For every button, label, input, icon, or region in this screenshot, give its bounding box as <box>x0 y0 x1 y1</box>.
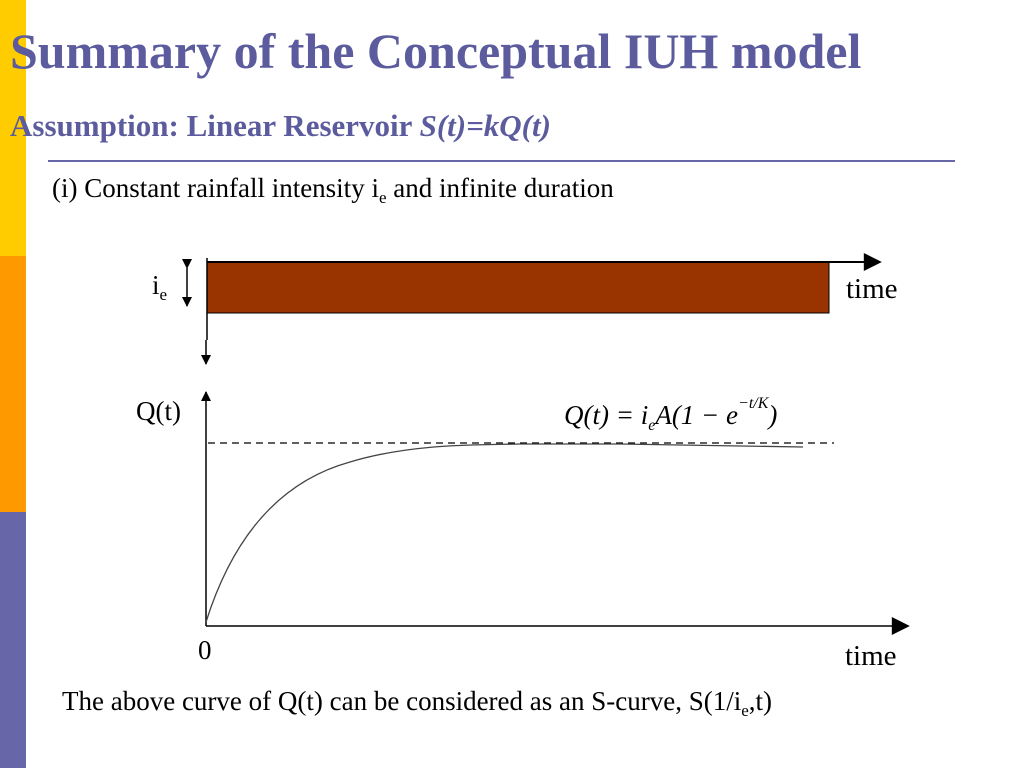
equation: Q(t) = ieA(1 − e−t/K) <box>564 395 777 434</box>
title-divider <box>48 160 955 162</box>
s-curve <box>205 443 804 623</box>
intensity-label: ie <box>152 270 167 304</box>
origin-label: 0 <box>198 635 212 665</box>
subtitle-text: Assumption: Linear Reservoir <box>10 108 420 143</box>
slide-subtitle: Assumption: Linear Reservoir S(t)=kQ(t) <box>10 108 551 144</box>
slide-title: Summary of the Conceptual IUH model <box>10 23 862 79</box>
subtitle-formula: S(t)=kQ(t) <box>419 108 551 143</box>
case-label: (i) Constant rainfall intensity ie and i… <box>52 173 614 207</box>
accent-bar-purple <box>0 512 26 768</box>
rainfall-block <box>206 261 830 314</box>
figure-caption: The above curve of Q(t) can be considere… <box>62 686 772 720</box>
accent-bar-yellow <box>0 0 26 256</box>
time-label-top: time <box>846 273 898 305</box>
q-axis-label: Q(t) <box>136 396 181 426</box>
accent-bar-orange <box>0 256 26 512</box>
time-label-bottom: time <box>845 640 897 672</box>
